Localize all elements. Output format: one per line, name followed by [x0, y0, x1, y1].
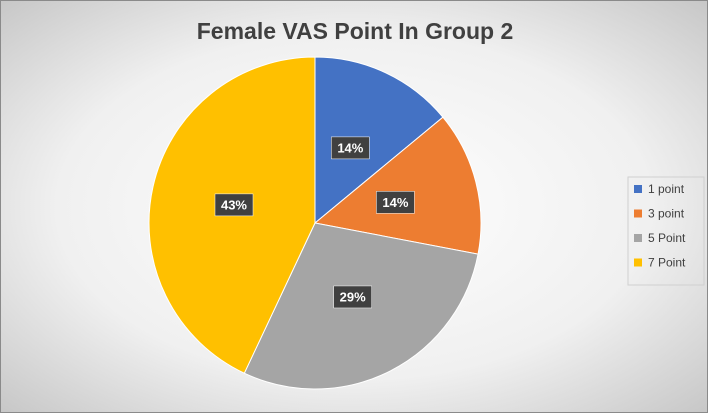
legend-label: 7 Point [648, 256, 686, 270]
chart-title: Female VAS Point In Group 2 [197, 18, 514, 44]
legend-label: 3 point [648, 207, 685, 221]
data-label-box [333, 285, 372, 309]
pie-slice [313, 116, 482, 255]
data-label-box [331, 136, 370, 160]
data-label: 14% [382, 195, 408, 210]
data-label-box [214, 193, 254, 217]
legend-swatch [634, 258, 642, 267]
legend-swatch [634, 185, 642, 193]
legend-label: 1 point [648, 182, 685, 196]
data-label: 43% [221, 197, 247, 212]
pie-slice [314, 56, 444, 225]
legend-swatch [634, 234, 642, 242]
data-label: 14% [337, 140, 363, 155]
legend-swatch [634, 209, 642, 218]
legend-label: 5 Point [648, 231, 686, 245]
legend-box [627, 176, 705, 286]
data-label: 29% [340, 289, 366, 304]
data-label-box [376, 191, 415, 214]
